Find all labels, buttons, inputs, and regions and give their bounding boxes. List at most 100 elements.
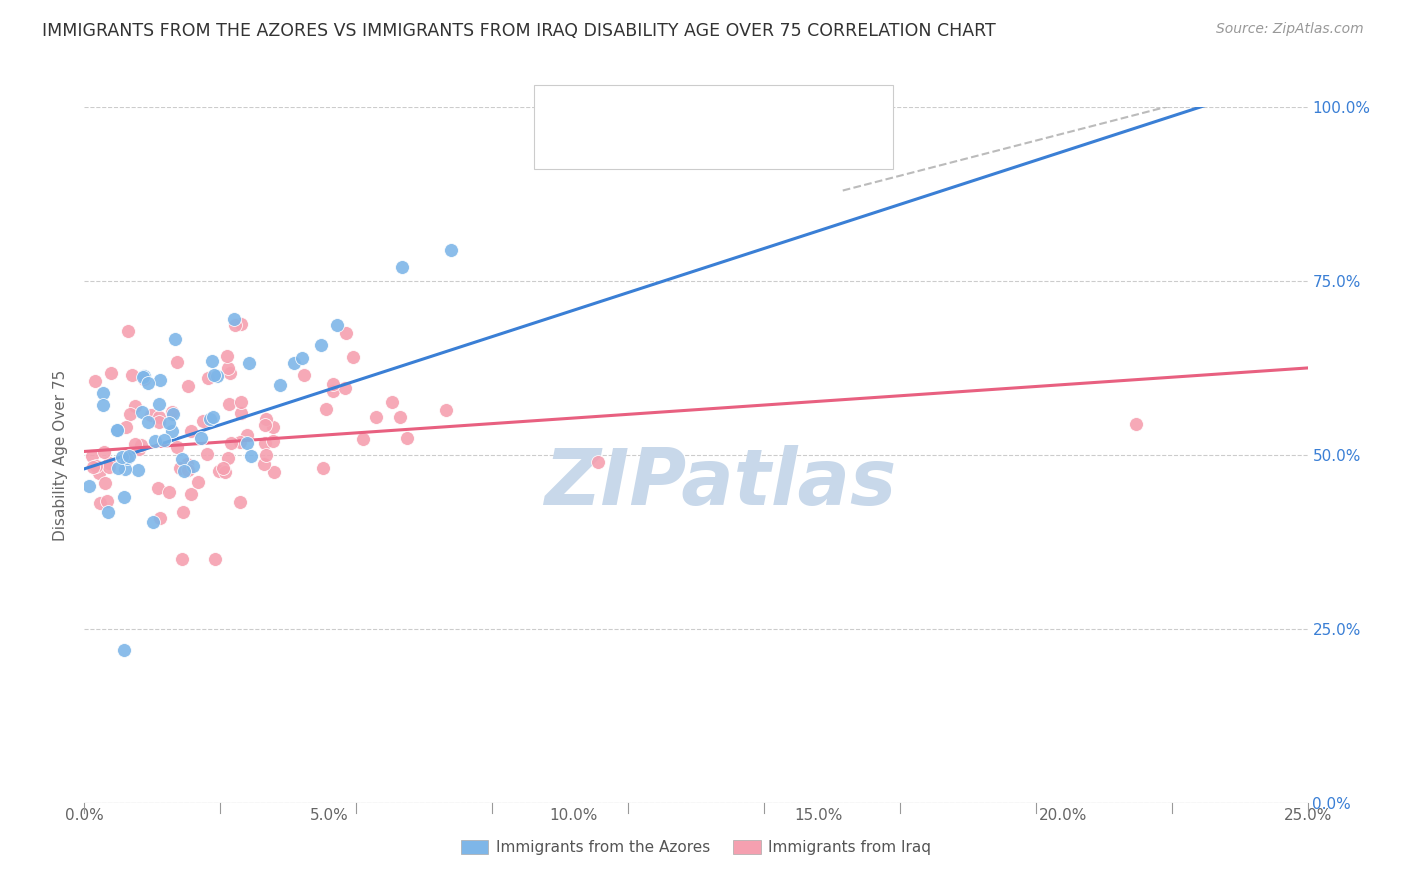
Point xyxy=(93,444,115,458)
Point xyxy=(389,410,412,425)
Point xyxy=(231,395,253,409)
Point xyxy=(169,461,191,475)
Text: R = 0.657   N = 48: R = 0.657 N = 48 xyxy=(595,98,752,116)
Point xyxy=(105,423,128,437)
Point xyxy=(396,431,419,445)
Point xyxy=(94,475,117,490)
Point xyxy=(117,324,139,338)
Point xyxy=(77,479,100,493)
Point xyxy=(236,435,259,450)
Point xyxy=(335,381,357,395)
Point xyxy=(107,423,129,437)
Point xyxy=(229,495,252,509)
Point xyxy=(391,260,413,274)
Text: R = 0.236   N = 84: R = 0.236 N = 84 xyxy=(595,129,752,147)
Point xyxy=(311,461,333,475)
Point xyxy=(132,369,155,384)
Point xyxy=(322,384,344,399)
Point xyxy=(111,450,134,465)
Point xyxy=(1125,417,1147,431)
Point xyxy=(176,457,198,471)
Point xyxy=(342,350,364,364)
Point xyxy=(292,368,315,382)
Point xyxy=(163,332,186,346)
Point xyxy=(262,434,284,449)
Point xyxy=(217,361,239,376)
Point xyxy=(98,460,121,475)
Point xyxy=(201,354,224,368)
Point xyxy=(148,410,170,425)
Point xyxy=(218,450,240,465)
Point xyxy=(269,377,291,392)
Point xyxy=(440,243,463,257)
Point xyxy=(166,441,188,455)
Point xyxy=(315,402,337,417)
Point xyxy=(148,397,170,411)
Point xyxy=(128,442,150,456)
Point xyxy=(205,368,228,383)
Point xyxy=(177,378,200,392)
Point xyxy=(231,406,253,420)
Point xyxy=(207,464,229,478)
Point xyxy=(434,402,457,417)
Point xyxy=(322,377,344,392)
Point xyxy=(117,449,139,463)
Point xyxy=(160,405,183,419)
Point xyxy=(221,436,243,450)
Point xyxy=(224,318,246,332)
Point xyxy=(218,366,240,380)
Point xyxy=(84,459,107,474)
Point xyxy=(218,397,240,411)
Point xyxy=(91,398,114,412)
Point xyxy=(131,438,153,452)
Point xyxy=(253,457,276,471)
Point xyxy=(173,464,195,478)
Point xyxy=(177,463,200,477)
Point xyxy=(352,432,374,446)
Point xyxy=(254,449,277,463)
Point xyxy=(127,463,149,477)
Point xyxy=(204,552,226,566)
Point xyxy=(224,311,246,326)
Point xyxy=(131,369,153,384)
Point xyxy=(142,516,165,530)
Point xyxy=(121,368,143,382)
Y-axis label: Disability Age Over 75: Disability Age Over 75 xyxy=(53,369,69,541)
Point xyxy=(124,436,146,450)
Text: IMMIGRANTS FROM THE AZORES VS IMMIGRANTS FROM IRAQ DISABILITY AGE OVER 75 CORREL: IMMIGRANTS FROM THE AZORES VS IMMIGRANTS… xyxy=(42,22,995,40)
Point xyxy=(217,349,239,363)
Point xyxy=(97,456,120,470)
Text: ZIPatlas: ZIPatlas xyxy=(544,445,897,521)
Point xyxy=(84,374,107,388)
Point xyxy=(586,455,609,469)
Point xyxy=(82,449,104,463)
Point xyxy=(107,461,129,475)
Point xyxy=(236,427,259,442)
Legend: Immigrants from the Azores, Immigrants from Iraq: Immigrants from the Azores, Immigrants f… xyxy=(454,833,938,862)
Point xyxy=(190,431,212,445)
Point xyxy=(82,460,104,475)
Point xyxy=(100,366,122,380)
Point xyxy=(120,408,142,422)
Point xyxy=(124,400,146,414)
Point xyxy=(229,317,252,331)
Point xyxy=(238,355,260,369)
Point xyxy=(254,435,277,450)
Point xyxy=(136,376,159,390)
Point xyxy=(131,404,153,418)
Point xyxy=(181,458,204,473)
Point xyxy=(172,505,194,519)
Point xyxy=(157,485,180,500)
Point xyxy=(136,415,159,429)
Point xyxy=(112,490,135,504)
Point xyxy=(153,433,176,447)
Point xyxy=(149,511,172,525)
Point xyxy=(229,434,252,449)
Point xyxy=(212,461,235,475)
Point xyxy=(263,465,285,479)
Point xyxy=(149,373,172,387)
Point xyxy=(326,318,349,332)
Point xyxy=(240,449,263,463)
Point xyxy=(162,407,184,421)
Point xyxy=(364,409,387,424)
